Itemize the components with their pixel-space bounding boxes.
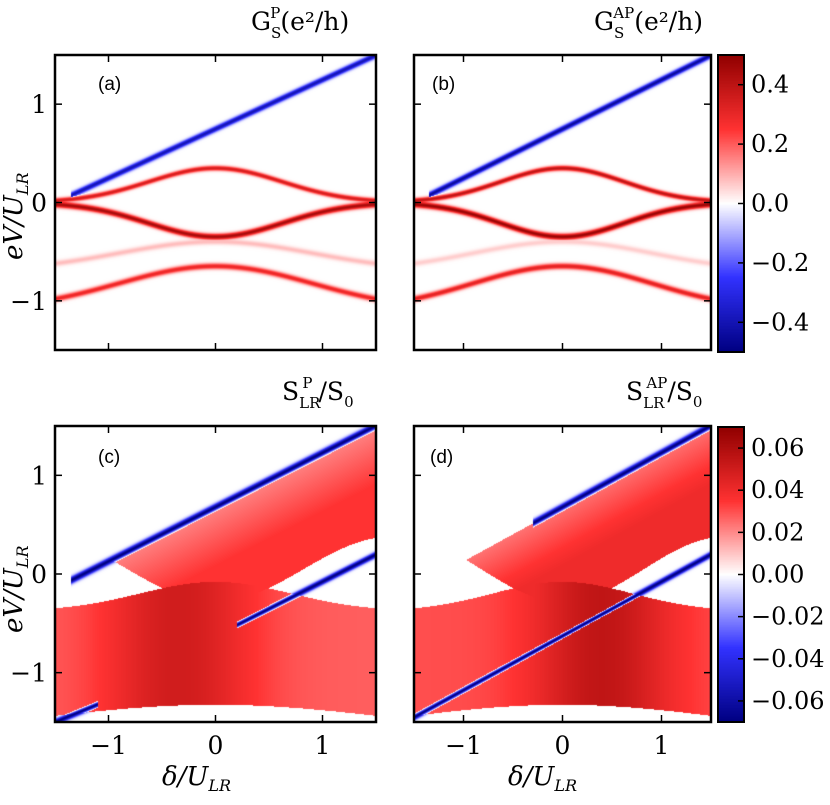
xlabel-right: δ/ULR <box>508 762 577 795</box>
colorbar-bottom-tick-label: 0.02 <box>751 518 804 546</box>
title-b-base: G <box>594 7 614 36</box>
xtick-label-d: 0 <box>555 731 571 760</box>
title-c: SLR P/S0 <box>282 374 354 412</box>
panel-c <box>53 424 378 724</box>
ytick-label-a: −1 <box>10 287 47 316</box>
ylabel-top: eV/ULR <box>0 172 32 260</box>
xlabel-left: δ/ULR <box>162 762 231 795</box>
title-d-sup: AP <box>645 374 667 392</box>
ytick-label-a: 0 <box>31 189 47 218</box>
title-a-units: (e²/h) <box>280 7 349 36</box>
panel-tag-a: (a) <box>98 74 121 95</box>
title-c-sup: P <box>302 374 312 392</box>
colorbar-bottom-tick-label: 0.04 <box>751 476 804 504</box>
panel-b <box>412 53 713 352</box>
heatmap-a <box>55 55 376 350</box>
ylabel-bottom-main: eV/U <box>0 567 29 633</box>
axes-ticks: −1 0 1 −1 0 1 −1 0 1 −1 0 1 <box>10 55 711 760</box>
panel-a <box>53 53 378 352</box>
xlabel-right-sub: LR <box>553 776 577 795</box>
title-a: GSP(e²/h) <box>251 4 349 42</box>
xlabel-right-main: δ/U <box>508 762 555 792</box>
title-c-base: S <box>282 377 299 406</box>
title-d-units: /S <box>667 377 693 406</box>
colorbar-bottom-tick-label: −0.02 <box>751 603 825 631</box>
title-b-units: (e²/h) <box>634 7 703 36</box>
ytick-label-c: 0 <box>31 560 47 589</box>
title-a-sub: S <box>271 24 281 42</box>
xtick-label-c: −1 <box>90 731 127 760</box>
xtick-label-c: 1 <box>315 731 331 760</box>
title-d-base: S <box>626 377 643 406</box>
panel-tag-b: (b) <box>432 74 455 95</box>
ylabel-top-main: eV/U <box>0 194 29 260</box>
svg-text:eV/ULR: eV/ULR <box>0 172 32 260</box>
ytick-label-c: 1 <box>31 461 47 490</box>
colorbar-top-tick-label: 0.2 <box>751 130 789 158</box>
xlabel-left-sub: LR <box>207 776 231 795</box>
panel-d <box>412 424 713 724</box>
colorbar-bottom-ticks: 0.06 0.04 0.02 0.00 −0.02 −0.04 −0.06 <box>738 434 825 715</box>
title-d-sub: LR <box>643 394 665 412</box>
title-b-sup: AP <box>612 4 634 22</box>
heatmap-b <box>414 55 711 350</box>
xlabel-left-main: δ/U <box>162 762 209 792</box>
svg-text:SLRP/S0: SLR P/S0 <box>282 374 354 412</box>
colorbar-bottom: 0.06 0.04 0.02 0.00 −0.02 −0.04 −0.06 <box>717 426 825 723</box>
svg-text:GSAP(e²/h): GS AP(e²/h) <box>594 4 703 42</box>
title-c-units-sub: 0 <box>344 393 354 411</box>
colorbar-top-tick-label: −0.4 <box>751 308 809 336</box>
colorbar-bottom-tick-label: −0.06 <box>751 687 825 715</box>
colorbar-top-ticks: 0.4 0.2 0.0 −0.2 −0.4 <box>738 71 809 336</box>
svg-text:eV/ULR: eV/ULR <box>0 545 32 633</box>
colorbar-top-tick-label: 0.4 <box>751 71 789 99</box>
title-b-sub: S <box>614 24 624 42</box>
colorbar-bottom-tick-label: 0.06 <box>751 434 804 462</box>
xtick-label-d: −1 <box>445 731 482 760</box>
title-c-sub: LR <box>299 394 321 412</box>
title-a-sup: P <box>270 4 280 22</box>
ylabel-top-sub: LR <box>13 172 32 196</box>
svg-text:SLRAP/S0: SLR AP/S0 <box>626 374 702 412</box>
title-d-units-sub: 0 <box>693 393 703 411</box>
title-b: GS AP(e²/h) <box>594 4 703 42</box>
heatmap-d <box>414 426 711 722</box>
svg-text:GSP(e²/h): GSP(e²/h) <box>251 4 349 42</box>
title-c-units: /S <box>319 377 345 406</box>
ylabel-bottom-sub: LR <box>13 545 32 569</box>
colorbar-top-tick-label: −0.2 <box>751 249 809 277</box>
panel-tag-d: (d) <box>430 447 453 468</box>
xtick-label-d: 1 <box>654 731 670 760</box>
ylabel-bottom: eV/ULR <box>0 545 32 633</box>
title-d: SLR AP/S0 <box>626 374 702 412</box>
colorbar-top-tick-label: 0.0 <box>751 190 789 218</box>
colorbar-bottom-tick-label: 0.00 <box>751 561 804 589</box>
heatmap-c <box>55 426 376 722</box>
colorbar-bottom-tick-label: −0.04 <box>751 645 825 673</box>
ytick-label-c: −1 <box>10 659 47 688</box>
colorbar-top: 0.4 0.2 0.0 −0.2 −0.4 <box>717 54 809 353</box>
xtick-label-c: 0 <box>208 731 224 760</box>
ytick-label-a: 1 <box>31 90 47 119</box>
panel-tag-c: (c) <box>98 447 120 468</box>
title-a-base: G <box>251 7 271 36</box>
